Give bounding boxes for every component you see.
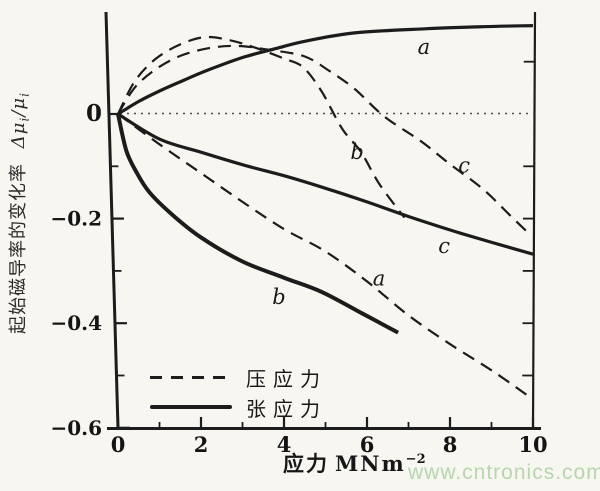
y-axis-title-text: 起始磁导率的变化率 [8,162,29,334]
curve-compression-c [117,44,532,237]
watermark: www.cntronics.com [408,461,600,484]
y-axis-line [104,11,120,429]
right-border-line [531,11,537,429]
curve-compression-a [117,113,528,396]
curve-tension-b [116,113,400,335]
legend-label-compressive-stress: 压应力 [246,366,327,391]
curve-tension-a [117,24,534,116]
x-tick-label: 8 [443,432,458,457]
curve-label-tension-a: a [418,35,431,59]
legend: 压应力 张应力 [150,366,327,426]
x-axis-title: 应力 MNm−2 [283,448,426,478]
x-tick-label: 10 [518,432,547,457]
curve-label-compression-b: b [350,140,363,164]
x-tick-label: 2 [194,432,209,457]
x-axis-unit-exponent: −2 [405,452,426,467]
dashed-line-swatch [150,375,232,379]
x-tick-label: 4 [277,432,292,457]
x-tick-label: 0 [111,432,126,457]
legend-item-tensile-stress: 张应力 [150,396,327,421]
legend-item-compressive-stress: 压应力 [150,366,327,391]
x-axis-unit: MNm [335,451,406,476]
y-tick-label: 0 [86,100,102,127]
y-tick-label: −0.6 [50,416,102,440]
y-tick-label: −0.4 [50,311,102,335]
y-axis-title: 起始磁导率的变化率 Δμi/μi [4,84,32,342]
curve-label-compression-a: a [373,267,386,291]
curve-compression-b [117,35,406,219]
y-axis-formula: Δμi/μi [8,92,32,149]
y-tick-label: −0.2 [50,207,102,231]
curve-label-tension-c: c [438,234,450,258]
x-tick-label: 6 [360,432,375,457]
curve-label-compression-c: c [458,153,470,177]
curve-label-tension-b: b [272,285,285,309]
solid-line-swatch [150,404,232,410]
x-axis-title-text: 应力 [283,451,329,476]
legend-label-tensile-stress: 张应力 [246,396,327,421]
curve-tension-c [117,112,534,256]
